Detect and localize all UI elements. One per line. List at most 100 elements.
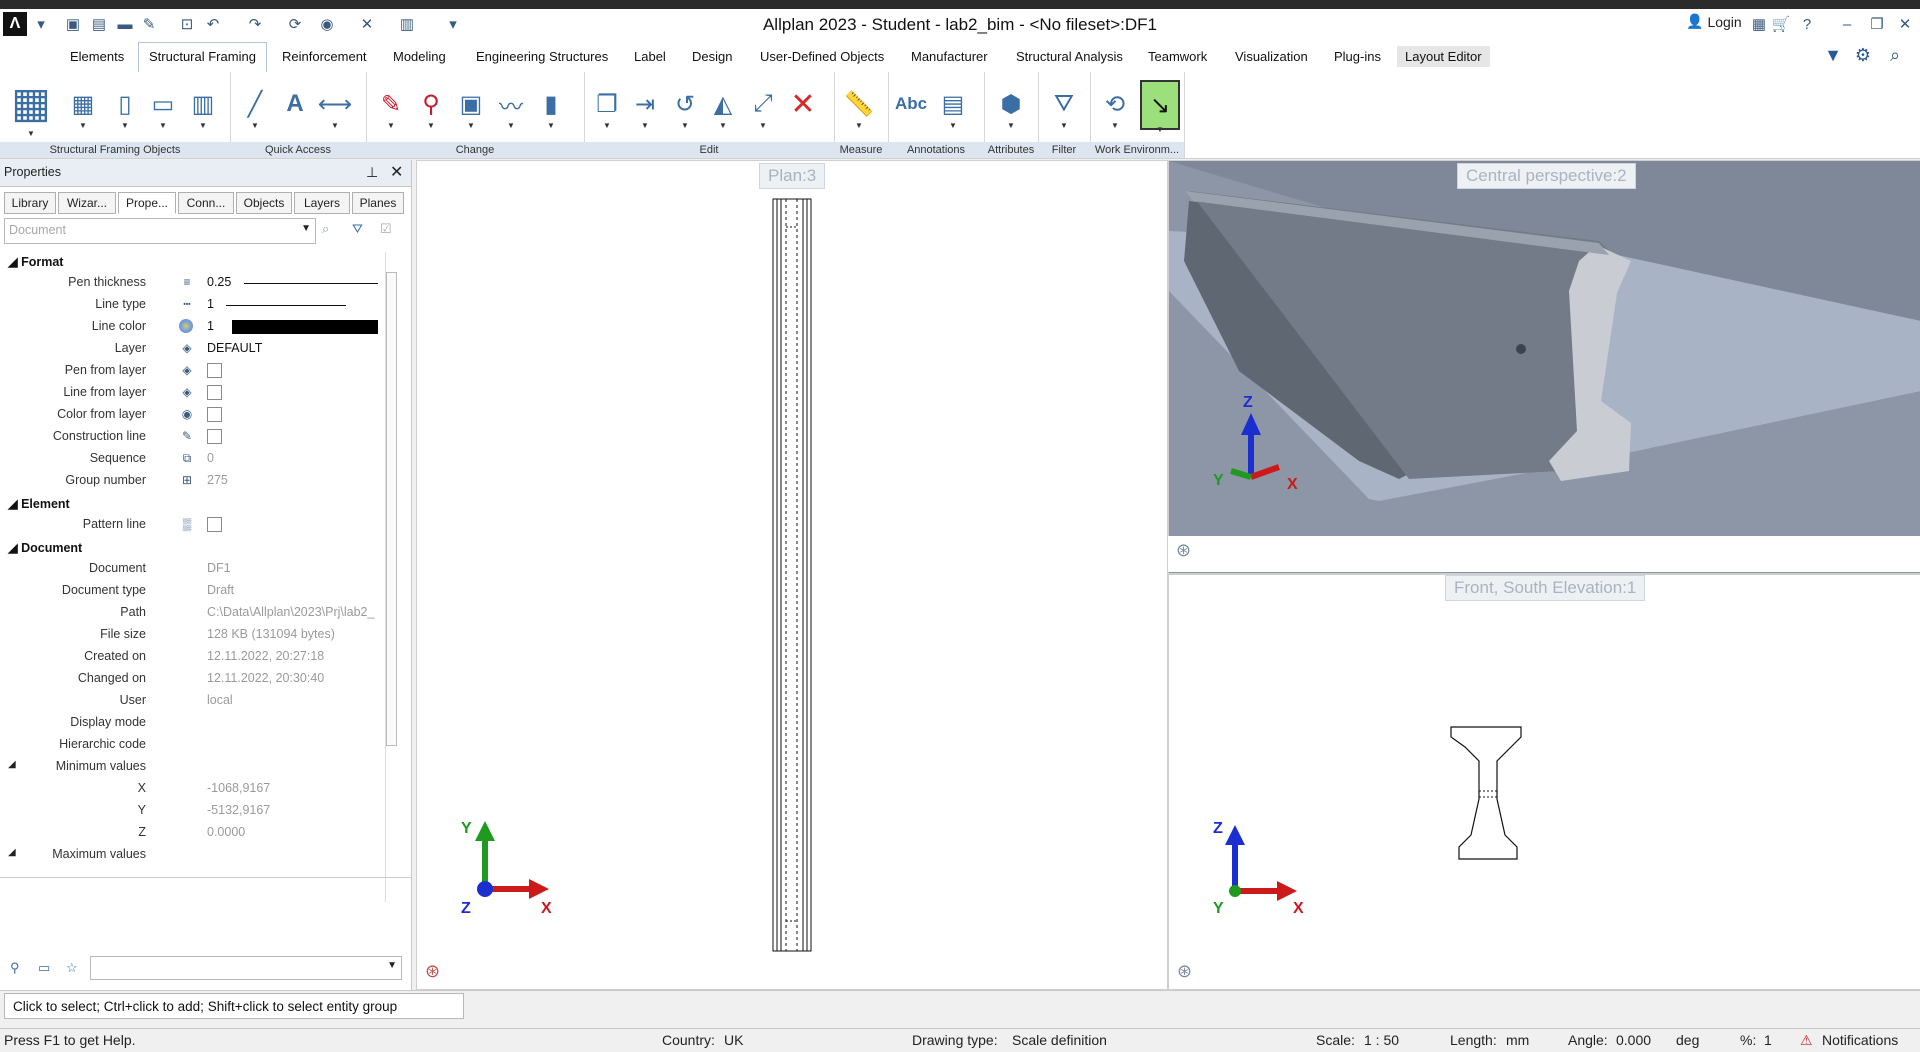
scale-value[interactable]: 1 : 50: [1364, 1032, 1400, 1048]
row-pen-from-layer[interactable]: Pen from layer ◈: [0, 360, 380, 382]
pipette-icon[interactable]: ⚲ ▼: [422, 90, 440, 131]
favorite-icon[interactable]: ☆: [66, 960, 78, 975]
move-icon[interactable]: ⇥ ▼: [634, 90, 656, 131]
line-from-layer-checkbox[interactable]: [207, 385, 222, 400]
viewport-plan[interactable]: Plan:3 Y Z X ⊛: [416, 160, 1168, 990]
row-pen-thickness[interactable]: Pen thickness ≡ 0.25: [0, 272, 380, 294]
filter-icon[interactable]: ⛛: [352, 221, 363, 236]
scrollbar[interactable]: [385, 252, 397, 902]
row-line-type[interactable]: Line type ┅ 1: [0, 294, 380, 316]
angle-value[interactable]: 0.000: [1616, 1032, 1652, 1048]
angle-unit[interactable]: deg: [1676, 1032, 1700, 1048]
zoom-icon[interactable]: ⌕: [322, 221, 330, 236]
sync-icon[interactable]: ⟲ ▼: [1104, 90, 1126, 131]
preview-icon[interactable]: ⊡: [180, 16, 194, 33]
row-sequence[interactable]: Sequence ⧉ 0: [0, 448, 380, 470]
view-navigation-icon[interactable]: ⊛: [1177, 961, 1193, 981]
notifications-label[interactable]: Notifications: [1822, 1032, 1899, 1048]
copy-icon[interactable]: ❐ ▼: [596, 90, 618, 131]
tab-structural-framing[interactable]: Structural Framing: [138, 42, 267, 72]
row-color-from-layer[interactable]: Color from layer ◉: [0, 404, 380, 426]
chevron-down-icon[interactable]: ▾: [37, 16, 45, 33]
polyline-icon[interactable]: 〰 ▼: [499, 93, 523, 131]
color-from-layer-checkbox[interactable]: [207, 407, 222, 422]
section-element[interactable]: ◢ Element: [8, 496, 70, 511]
refresh-icon[interactable]: ⟳: [288, 16, 302, 33]
section-document[interactable]: ◢ Document: [8, 540, 82, 555]
restore-icon[interactable]: ❐: [1870, 16, 1884, 33]
tab-reinforcement[interactable]: Reinforcement: [282, 49, 367, 64]
section-format[interactable]: ◢ Format: [8, 254, 63, 269]
tab-user-defined-objects[interactable]: User-Defined Objects: [760, 49, 885, 64]
percent-value[interactable]: 1: [1764, 1032, 1772, 1048]
row-layer[interactable]: Layer ◈ DEFAULT: [0, 338, 380, 360]
project-icon[interactable]: ▣: [65, 16, 81, 33]
allplan-logo[interactable]: Λ: [3, 12, 27, 36]
tab-elements[interactable]: Elements: [70, 49, 125, 64]
close-panel-icon[interactable]: ✕: [390, 164, 404, 181]
scrollbar-thumb[interactable]: [386, 272, 397, 746]
cart-icon[interactable]: 🛒: [1771, 16, 1791, 33]
row-pattern-line[interactable]: Pattern line ▒: [0, 514, 380, 536]
tab-teamwork[interactable]: Teamwork: [1148, 49, 1208, 64]
ribbon-menu-icon[interactable]: ▼: [1824, 44, 1842, 65]
mirror-icon[interactable]: ◭ ▼: [713, 90, 733, 131]
view-navigation-icon[interactable]: ⊛: [425, 961, 441, 981]
tab-layout-editor[interactable]: Layout Editor: [1397, 46, 1490, 67]
folder-icon[interactable]: ▭: [38, 960, 51, 975]
help-icon[interactable]: ?: [1802, 15, 1812, 33]
filter-dropdown[interactable]: Document ▼: [4, 218, 316, 244]
ruler-icon[interactable]: 📏 ▼: [844, 90, 874, 131]
tab-design[interactable]: Design: [692, 49, 733, 64]
text-icon[interactable]: A: [286, 90, 304, 117]
tab-planes[interactable]: Planes: [352, 192, 404, 214]
row-minimum-values[interactable]: ◢ Minimum values: [0, 756, 380, 778]
row-group-number[interactable]: Group number ⊞ 275: [0, 470, 380, 492]
beam-icon[interactable]: ▭ ▼: [151, 90, 175, 131]
abc-text-icon[interactable]: Abc: [894, 94, 928, 113]
attributes-icon[interactable]: ⬢ ▼: [1000, 90, 1022, 131]
checkbox-icon[interactable]: ☑: [380, 221, 392, 236]
stretch-icon[interactable]: ⤢ ▼: [753, 90, 773, 130]
modify-icon[interactable]: ▣ ▼: [459, 90, 483, 131]
undo-icon[interactable]: ↶: [206, 16, 220, 33]
edit-doc-icon[interactable]: ✎: [142, 16, 156, 33]
legend-icon[interactable]: ▤ ▼: [941, 90, 965, 131]
tab-modeling[interactable]: Modeling: [393, 49, 446, 64]
row-line-color[interactable]: Line color 1: [0, 316, 380, 338]
select-mode-icon[interactable]: ↘ ▼: [1140, 80, 1180, 134]
open-icon[interactable]: ▤: [91, 16, 107, 33]
view-navigation-icon[interactable]: ⊛: [1176, 540, 1192, 560]
tab-objects[interactable]: Objects: [236, 192, 292, 214]
tab-properties[interactable]: Prope...: [118, 192, 176, 214]
tab-plug-ins[interactable]: Plug-ins: [1334, 49, 1381, 64]
eye-icon[interactable]: ◉: [320, 16, 334, 33]
save-icon[interactable]: ▬: [117, 15, 133, 33]
gear-icon[interactable]: ⚙: [1854, 44, 1872, 65]
construction-line-checkbox[interactable]: [207, 429, 222, 444]
filter-icon[interactable]: ⛛ ▼: [1053, 90, 1075, 130]
favorites-dropdown[interactable]: ▼: [90, 956, 402, 980]
row-construction-line[interactable]: Construction line ✎: [0, 426, 380, 448]
tools-icon[interactable]: ✕: [360, 16, 374, 33]
format-painter-icon[interactable]: ✎ ▼: [380, 90, 402, 131]
login-button[interactable]: 👤 Login: [1686, 13, 1742, 30]
customize-icon[interactable]: ▾: [449, 16, 457, 33]
viewport-elevation[interactable]: Front, South Elevation:1 Z Y X ⊛: [1168, 574, 1920, 990]
rotate-icon[interactable]: ↺ ▼: [674, 90, 696, 131]
pin-icon[interactable]: ⊥: [366, 164, 379, 180]
minimize-icon[interactable]: –: [1842, 15, 1852, 33]
tab-structural-analysis[interactable]: Structural Analysis: [1016, 49, 1123, 64]
drawing-type-value[interactable]: Scale definition: [1012, 1032, 1107, 1048]
bracing-icon[interactable]: ▥ ▼: [191, 90, 215, 131]
row-line-from-layer[interactable]: Line from layer ◈: [0, 382, 380, 404]
tab-layers[interactable]: Layers: [294, 192, 350, 214]
line-icon[interactable]: ╱ ▼: [247, 90, 263, 131]
delete-icon[interactable]: ✕: [790, 87, 816, 121]
pipette-icon[interactable]: ⚲: [10, 960, 20, 975]
viewport-perspective[interactable]: Central perspective:2 Z Y X: [1168, 160, 1920, 574]
close-icon[interactable]: ✕: [1898, 16, 1912, 33]
search-icon[interactable]: ⌕: [1889, 44, 1901, 65]
column-icon[interactable]: ▯ ▼: [118, 90, 132, 131]
tab-library[interactable]: Library: [4, 192, 56, 214]
